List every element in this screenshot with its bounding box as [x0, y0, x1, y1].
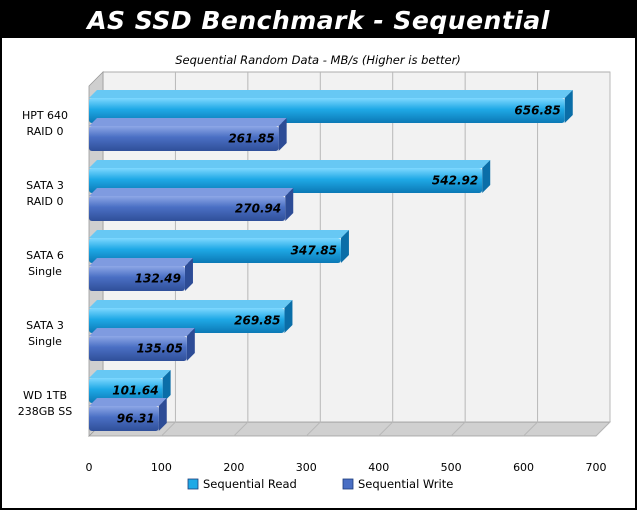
- bar-top-face: [89, 160, 491, 168]
- value-label-read: 347.85: [291, 244, 337, 258]
- bar: [89, 370, 171, 403]
- bar-top-face: [89, 258, 193, 266]
- bar: [89, 398, 167, 431]
- gridline-floor: [305, 421, 321, 437]
- category-label: SATA 3: [26, 179, 64, 192]
- x-tick-label: 0: [86, 461, 93, 474]
- bar-end-face: [162, 370, 171, 403]
- bar-front-face: [89, 196, 286, 221]
- value-label-read: 269.85: [234, 314, 280, 328]
- x-tick-label: 200: [223, 461, 244, 474]
- bar: [89, 328, 195, 361]
- bar-end-face: [482, 160, 491, 193]
- bar: [89, 160, 491, 193]
- bar-end-face: [564, 90, 573, 123]
- bar-end-face: [340, 230, 349, 263]
- category-label: WD 1TB: [23, 389, 67, 402]
- value-label-write: 261.85: [228, 132, 274, 146]
- bar-front-face: [89, 406, 159, 431]
- x-tick-label: 300: [296, 461, 317, 474]
- category-label: 238GB SS: [18, 405, 73, 418]
- value-label-write: 132.49: [135, 272, 181, 286]
- category-label: Single: [28, 265, 62, 278]
- bar-end-face: [184, 258, 193, 291]
- bar-top-face: [89, 118, 287, 126]
- bar-end-face: [285, 188, 294, 221]
- bar-front-face: [89, 98, 565, 123]
- category-labels: HPT 640 RAID 0 SATA 3 RAID 0 SATA 6 Single SAT…: [18, 109, 73, 418]
- chart-title: AS SSD Benchmark - Sequential: [87, 5, 550, 35]
- value-label-read: 101.64: [112, 384, 158, 398]
- bar: [89, 300, 293, 333]
- bar-front-face: [89, 336, 187, 361]
- legend-swatch: [342, 478, 354, 490]
- bar-top-face: [89, 230, 349, 238]
- chart-area: Sequential Random Data - MB/s (Higher is…: [18, 53, 611, 491]
- bar-end-face: [278, 118, 287, 151]
- bar: [89, 90, 573, 123]
- category-label: SATA 6: [26, 249, 64, 262]
- gridline-floor: [450, 421, 466, 437]
- bar-top-face: [89, 370, 171, 378]
- bar-front-face: [89, 238, 341, 263]
- value-label-read: 542.92: [432, 174, 478, 188]
- bar-front-face: [89, 126, 279, 151]
- gridline-floor: [595, 421, 611, 437]
- category-label: HPT 640: [22, 109, 68, 122]
- bar: [89, 230, 349, 263]
- x-tick-label: 600: [513, 461, 534, 474]
- x-axis-ticks: 0 100 200 300 400 500 600 700: [86, 461, 607, 474]
- legend-label: Sequential Write: [358, 477, 453, 491]
- gridline-floor: [523, 421, 538, 437]
- value-label-read: 656.85: [514, 104, 560, 118]
- title-bar: AS SSD Benchmark - Sequential: [2, 2, 635, 38]
- plot-floor: [88, 421, 611, 437]
- category-label: SATA 3: [26, 319, 64, 332]
- value-labels: 656.85 261.85 542.92 270.94 347.85 132.49 269.…: [112, 104, 560, 426]
- category-label: RAID 0: [27, 195, 64, 208]
- x-tick-label: 400: [368, 461, 389, 474]
- chart-subtitle: Sequential Random Data - MB/s (Higher is…: [175, 53, 461, 67]
- gridline-floor: [161, 421, 176, 437]
- bar-top-face: [89, 300, 293, 308]
- value-label-write: 270.94: [235, 202, 281, 216]
- value-label-write: 135.05: [137, 342, 183, 356]
- x-tick-label: 700: [586, 461, 607, 474]
- gridline-floor: [233, 421, 249, 437]
- category-label: Single: [28, 335, 62, 348]
- bar-front-face: [89, 308, 285, 333]
- category-label: RAID 0: [27, 125, 64, 138]
- bars: [89, 90, 573, 431]
- x-tick-label: 500: [441, 461, 462, 474]
- gridline-floor: [378, 421, 394, 437]
- bar-end-face: [284, 300, 293, 333]
- legend-swatch: [187, 478, 199, 490]
- legend-label: Sequential Read: [203, 477, 297, 491]
- bar-top-face: [89, 328, 195, 336]
- bar-front-face: [89, 168, 483, 193]
- bar-top-face: [89, 398, 167, 406]
- value-label-write: 96.31: [117, 412, 155, 426]
- bar-top-face: [89, 90, 573, 98]
- bar-end-face: [186, 328, 195, 361]
- legend-item: Sequential Write: [342, 477, 453, 491]
- bar: [89, 258, 193, 291]
- bar: [89, 118, 287, 151]
- x-tick-label: 100: [151, 461, 172, 474]
- legend: Sequential Read Sequential Write: [187, 477, 453, 491]
- bar-front-face: [89, 266, 185, 291]
- bar-end-face: [158, 398, 167, 431]
- legend-item: Sequential Read: [187, 477, 297, 491]
- bar: [89, 188, 294, 221]
- bar-front-face: [89, 378, 163, 403]
- bar-top-face: [89, 188, 294, 196]
